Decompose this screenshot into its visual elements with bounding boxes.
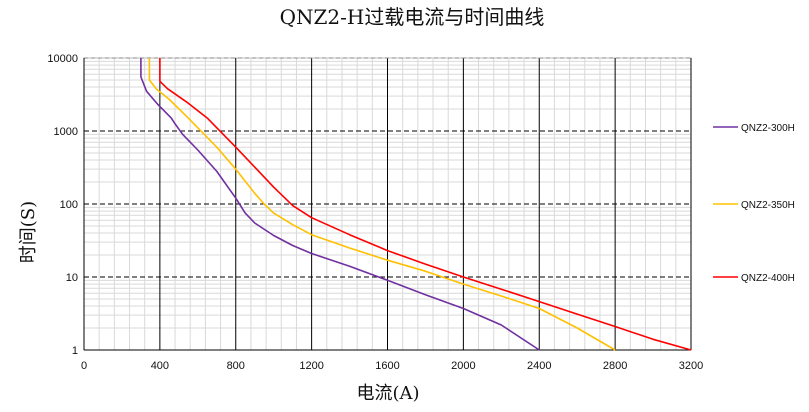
- x-tick-label: 3200: [679, 360, 703, 372]
- y-tick-label: 10: [66, 272, 78, 284]
- x-tick-labels: 0 400 800 1200 1600 2000 2400 2800 3200: [81, 360, 703, 372]
- y-tick-label: 1000: [54, 126, 78, 138]
- y-tick-labels: 1 10 100 1000 10000: [47, 53, 78, 357]
- series-line-qnz2-350h: [148, 58, 616, 351]
- x-tick-label: 2800: [603, 360, 627, 372]
- major-grid: [83, 57, 692, 351]
- chart-title: QNZ2-H过载电流与时间曲线: [280, 5, 545, 29]
- y-tick-label: 100: [60, 199, 78, 211]
- series-line-qnz2-300h: [140, 58, 540, 351]
- series-line-qnz2-400h: [159, 58, 692, 351]
- series-layer: [140, 58, 692, 351]
- legend: QNZ2-300H QNZ2-350H QNZ2-400H: [713, 123, 795, 284]
- legend-label: QNZ2-400H: [741, 273, 795, 284]
- x-tick-label: 1600: [375, 360, 399, 372]
- legend-label: QNZ2-350H: [741, 200, 795, 211]
- y-axis-label: 时间(S): [18, 201, 39, 263]
- x-tick-label: 0: [81, 360, 87, 372]
- x-tick-label: 2400: [527, 360, 551, 372]
- y-tick-label: 10000: [47, 53, 78, 65]
- y-tick-label: 1: [72, 345, 78, 357]
- legend-label: QNZ2-300H: [741, 123, 795, 134]
- x-tick-label: 400: [151, 360, 169, 372]
- x-tick-label: 1200: [299, 360, 323, 372]
- x-axis-label: 电流(A): [356, 383, 419, 404]
- x-tick-label: 800: [227, 360, 245, 372]
- x-tick-label: 2000: [451, 360, 475, 372]
